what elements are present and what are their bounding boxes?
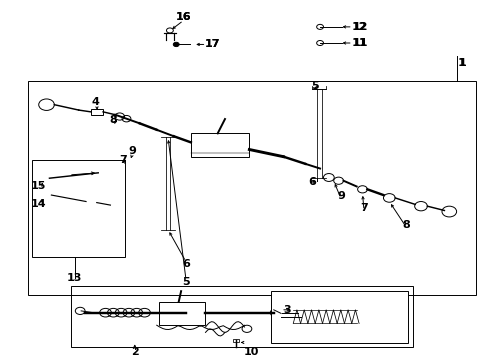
Text: 13: 13: [67, 273, 82, 283]
Bar: [233, 338, 239, 342]
Text: 7: 7: [359, 203, 367, 213]
Bar: [27, 81, 475, 295]
Text: 16: 16: [175, 12, 191, 22]
Bar: [271, 291, 407, 343]
Text: 11: 11: [350, 38, 366, 48]
Text: 15: 15: [31, 181, 46, 192]
Text: 3: 3: [283, 305, 291, 315]
Text: 16: 16: [175, 12, 191, 22]
Text: 12: 12: [352, 22, 367, 32]
Text: 5: 5: [311, 81, 318, 91]
Text: 17: 17: [204, 40, 220, 49]
Text: 11: 11: [352, 38, 367, 48]
Text: 7: 7: [120, 155, 127, 165]
Text: 9: 9: [336, 191, 344, 201]
Text: 10: 10: [244, 347, 259, 357]
Bar: [91, 109, 103, 115]
Text: 4: 4: [92, 97, 100, 107]
Text: 1: 1: [458, 58, 466, 68]
Bar: [71, 286, 412, 347]
Text: 14: 14: [31, 199, 46, 209]
Text: 8: 8: [402, 220, 409, 230]
Text: 5: 5: [182, 277, 189, 287]
Text: 8: 8: [109, 115, 117, 125]
Text: 17: 17: [204, 40, 220, 49]
Text: 2: 2: [131, 347, 139, 357]
Text: 6: 6: [307, 177, 315, 187]
Text: 1: 1: [457, 58, 465, 68]
Bar: [32, 160, 125, 257]
Bar: [356, 309, 370, 324]
Circle shape: [173, 42, 179, 46]
Bar: [159, 302, 205, 325]
Text: 12: 12: [350, 22, 366, 32]
Bar: [190, 134, 249, 157]
Text: 6: 6: [182, 259, 189, 269]
Circle shape: [44, 193, 51, 198]
Text: 9: 9: [128, 146, 136, 156]
